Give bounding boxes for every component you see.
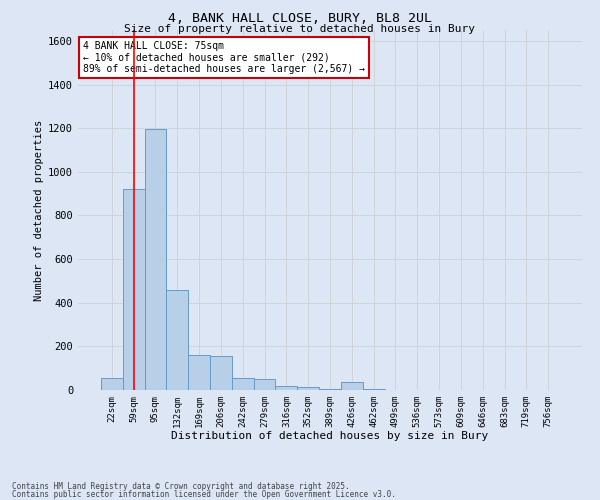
Bar [363,389,385,390]
Text: Contains HM Land Registry data © Crown copyright and database right 2025.: Contains HM Land Registry data © Crown c… [12,482,350,491]
Text: 4, BANK HALL CLOSE, BURY, BL8 2UL: 4, BANK HALL CLOSE, BURY, BL8 2UL [168,12,432,26]
Bar [275,386,297,390]
Y-axis label: Number of detached properties: Number of detached properties [34,120,44,300]
Text: 4 BANK HALL CLOSE: 75sqm
← 10% of detached houses are smaller (292)
89% of semi-: 4 BANK HALL CLOSE: 75sqm ← 10% of detach… [83,41,365,74]
X-axis label: Distribution of detached houses by size in Bury: Distribution of detached houses by size … [172,432,488,442]
Bar [188,355,210,390]
Bar [145,130,166,390]
Bar [319,389,341,390]
Bar [341,382,363,390]
Text: Size of property relative to detached houses in Bury: Size of property relative to detached ho… [125,24,476,34]
Bar [254,379,275,390]
Bar [210,356,232,390]
Bar [101,378,123,390]
Bar [123,190,145,390]
Bar [297,386,319,390]
Bar [232,378,254,390]
Bar [166,290,188,390]
Text: Contains public sector information licensed under the Open Government Licence v3: Contains public sector information licen… [12,490,396,499]
